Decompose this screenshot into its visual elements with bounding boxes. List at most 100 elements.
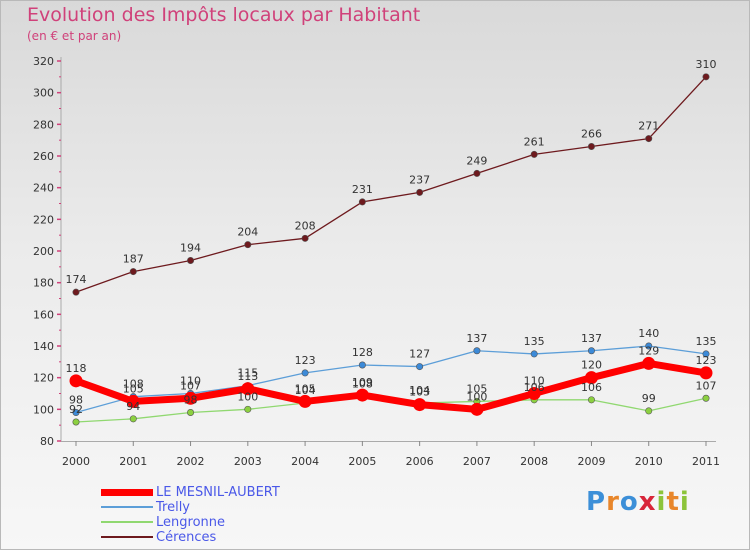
logo-letter: i [679, 487, 690, 517]
data-point [241, 382, 255, 396]
data-label: 105 [295, 382, 316, 395]
data-point [645, 407, 653, 415]
data-label: 92 [69, 403, 83, 416]
logo-letter: r [606, 487, 620, 517]
legend-label: Lengronne [156, 515, 225, 530]
data-label: 108 [123, 378, 144, 391]
y-tick-label: 200 [33, 245, 54, 258]
y-tick-label: 220 [33, 213, 54, 226]
data-label: 208 [295, 219, 316, 232]
data-point [587, 396, 595, 404]
y-tick-label: 300 [33, 87, 54, 100]
legend-item: Lengronne [101, 515, 341, 530]
data-point [187, 256, 195, 264]
data-label: 120 [581, 359, 602, 372]
data-label: 135 [696, 335, 717, 348]
data-point [129, 268, 137, 276]
legend-item: Trelly [101, 500, 341, 515]
axes: 80 100 120 140 160 180 200 220 240 260 280 300 320 20… [33, 55, 720, 468]
legend: LE MESNIL-AUBERT Trelly Lengronne Cérences [101, 485, 341, 545]
data-point [587, 347, 595, 355]
x-tick-label: 2001 [119, 455, 147, 468]
data-label: 127 [409, 348, 430, 361]
data-label: 108 [352, 378, 373, 391]
x-tick-label: 2003 [234, 455, 262, 468]
series-line [75, 76, 707, 293]
proxiti-logo: Proxiti [586, 487, 690, 517]
data-label: 249 [466, 154, 487, 167]
y-tick-label: 260 [33, 150, 54, 163]
data-label: 237 [409, 173, 430, 186]
data-label: 109 [352, 376, 373, 389]
data-label: 99 [642, 392, 656, 405]
legend-swatch [101, 489, 153, 496]
data-point [358, 198, 366, 206]
logo-letter: P [586, 487, 607, 517]
logo-letter: t [666, 487, 680, 517]
data-point [244, 405, 252, 413]
data-point [587, 143, 595, 151]
data-point [642, 356, 656, 370]
data-point [645, 342, 653, 350]
x-tick-label: 2008 [520, 455, 548, 468]
data-label: 94 [126, 400, 140, 413]
x-tick-label: 2000 [62, 455, 90, 468]
data-label: 107 [180, 379, 201, 392]
data-label: 140 [638, 327, 659, 340]
data-point [702, 350, 710, 358]
data-label: 104 [409, 384, 430, 397]
legend-swatch [101, 506, 153, 508]
data-labels: 174 187 194 204 208 231 237 249 261 266 271 310 92 94… [66, 58, 717, 416]
series-line [75, 345, 707, 414]
data-label: 194 [180, 242, 201, 255]
y-tick-label: 160 [33, 308, 54, 321]
logo-letter: x [638, 487, 657, 517]
data-label: 106 [581, 381, 602, 394]
data-point [301, 234, 309, 242]
data-point [470, 402, 484, 416]
legend-swatch [101, 536, 153, 538]
chart-title: Evolution des Impôts locaux par Habitant [27, 4, 421, 26]
x-tick-label: 2010 [635, 455, 663, 468]
data-point [126, 394, 140, 408]
data-label: 104 [295, 384, 316, 397]
data-label: 106 [524, 381, 545, 394]
x-tick-label: 2011 [692, 455, 720, 468]
data-label: 231 [352, 183, 373, 196]
data-label: 174 [66, 273, 87, 286]
data-label: 98 [69, 394, 83, 407]
data-point [298, 394, 312, 408]
data-point [584, 371, 598, 385]
data-point [702, 73, 710, 81]
data-label: 123 [696, 354, 717, 367]
legend-swatch [101, 521, 153, 523]
data-label: 266 [581, 128, 602, 141]
data-label: 115 [237, 367, 258, 380]
y-tick-label: 80 [40, 435, 54, 448]
legend-label: LE MESNIL-AUBERT [156, 485, 280, 500]
x-tick-label: 2005 [348, 455, 376, 468]
data-label: 261 [524, 135, 545, 148]
series-layer [69, 73, 713, 426]
data-point [473, 347, 481, 355]
data-point [527, 387, 541, 400]
data-point [355, 388, 369, 402]
logo-letter: i [656, 487, 667, 517]
legend-item: LE MESNIL-AUBERT [101, 485, 341, 500]
data-point [69, 374, 83, 388]
y-tick-label: 180 [33, 277, 54, 290]
data-point [413, 398, 427, 412]
data-label: 128 [352, 346, 373, 359]
x-tick-label: 2007 [463, 455, 491, 468]
data-point [129, 415, 137, 423]
data-point [244, 241, 252, 249]
data-point [416, 363, 424, 371]
data-label: 204 [237, 226, 258, 239]
y-tick-label: 320 [33, 55, 54, 68]
x-tick-label: 2009 [577, 455, 605, 468]
data-point [72, 288, 80, 296]
data-point [72, 418, 80, 426]
data-point [530, 350, 538, 358]
data-point [358, 361, 366, 369]
